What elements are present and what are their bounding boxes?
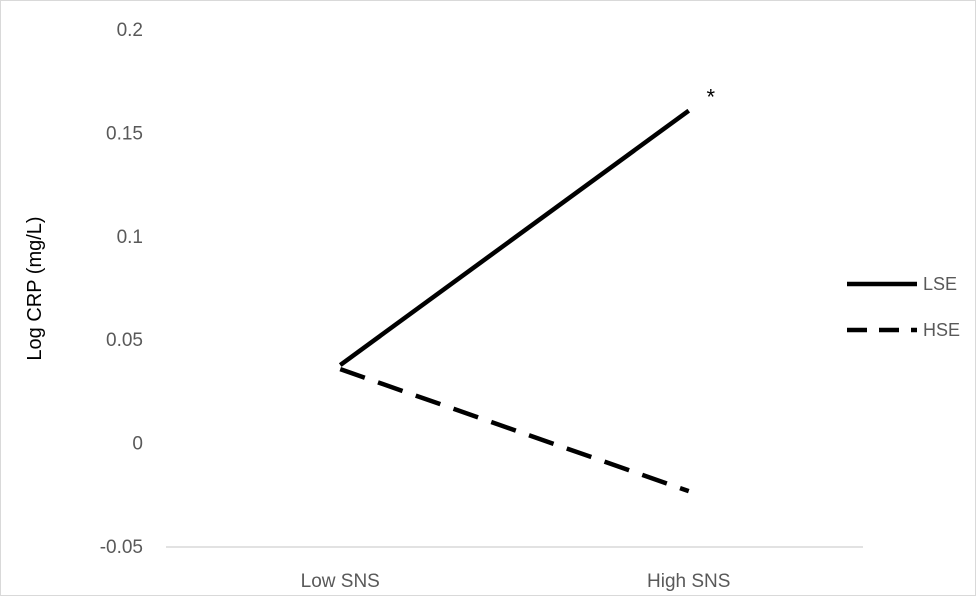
significance-asterisk: * xyxy=(706,85,715,110)
series-line-hse xyxy=(339,367,690,494)
y-tick-label: -0.05 xyxy=(100,537,143,558)
y-axis-label: Log CRP (mg/L) xyxy=(24,216,46,360)
y-tick-label: 0.2 xyxy=(117,20,143,41)
series-line-lse xyxy=(338,108,691,367)
x-tick-label: High SNS xyxy=(647,571,730,592)
y-tick-label: 0 xyxy=(132,434,143,455)
y-tick-label: 0.15 xyxy=(106,123,143,144)
x-axis-ticks: Low SNS High SNS xyxy=(301,571,731,592)
annotations: * xyxy=(706,85,715,110)
y-axis-ticks: 0.2 0.15 0.1 0.05 0 -0.05 xyxy=(100,20,143,558)
legend: LSE HSE xyxy=(847,274,960,340)
y-tick-label: 0.1 xyxy=(117,227,143,248)
legend-label-hse: HSE xyxy=(923,320,960,340)
x-tick-label: Low SNS xyxy=(301,571,380,592)
series-lines xyxy=(338,108,691,494)
y-tick-label: 0.05 xyxy=(106,330,143,351)
legend-label-lse: LSE xyxy=(923,274,957,294)
